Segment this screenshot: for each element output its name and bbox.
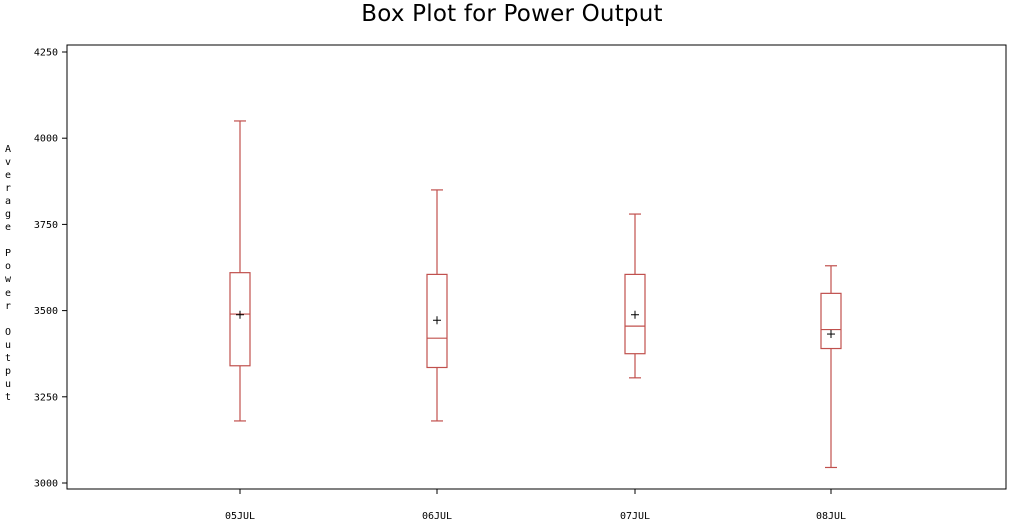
iqr-box <box>820 292 842 350</box>
y-axis-label-char: e <box>4 287 12 299</box>
box-07jul <box>624 213 646 379</box>
y-axis-label-char: a <box>4 196 12 208</box>
x-tick-label: 07JUL <box>620 511 650 522</box>
y-axis-label-char: e <box>4 222 12 234</box>
y-axis-label-char: P <box>4 248 12 260</box>
y-axis-label-char: g <box>4 209 12 221</box>
x-tick-label: 05JUL <box>225 511 255 522</box>
box-08jul <box>820 265 842 469</box>
y-axis-label-char: r <box>4 183 12 195</box>
x-axis: 05JUL 06JUL 07JUL 08JUL <box>225 489 846 522</box>
y-tick-label: 4000 <box>34 134 58 145</box>
y-tick-label: 3750 <box>34 220 58 231</box>
y-axis-label-char: u <box>4 378 12 390</box>
chart-title: Box Plot for Power Output <box>361 1 663 27</box>
box-05jul <box>229 120 251 422</box>
y-axis: 3000 3250 3500 3750 4000 4250 <box>34 48 67 490</box>
y-axis-label-char: o <box>4 261 12 273</box>
y-axis-label-char: t <box>4 391 12 403</box>
x-tick-label: 06JUL <box>422 511 452 522</box>
y-axis-label-char: r <box>4 300 12 312</box>
y-axis-label-char: v <box>4 157 12 169</box>
y-tick-label: 3250 <box>34 392 58 403</box>
mean-marker <box>631 310 639 319</box>
mean-marker <box>236 310 244 319</box>
y-axis-label-char: O <box>4 326 12 338</box>
y-axis-label-char: u <box>4 339 12 351</box>
y-axis-label-char: A <box>4 144 12 155</box>
iqr-box <box>229 272 251 367</box>
plot-frame <box>66 44 1007 490</box>
y-axis-label-char: e <box>4 170 12 182</box>
y-tick-label: 3500 <box>34 306 58 317</box>
x-tick-label: 08JUL <box>816 511 846 522</box>
box-06jul <box>426 189 448 422</box>
y-axis-label-char: w <box>4 274 12 286</box>
y-tick-label: 4250 <box>34 48 58 59</box>
y-axis-label-char: p <box>4 365 12 377</box>
iqr-box <box>624 273 646 355</box>
iqr-box <box>426 273 448 369</box>
boxes <box>229 120 842 469</box>
mean-marker <box>433 316 441 325</box>
y-tick-label: 3000 <box>34 479 58 490</box>
y-axis-label-char: t <box>4 352 12 364</box>
mean-marker <box>827 330 835 339</box>
